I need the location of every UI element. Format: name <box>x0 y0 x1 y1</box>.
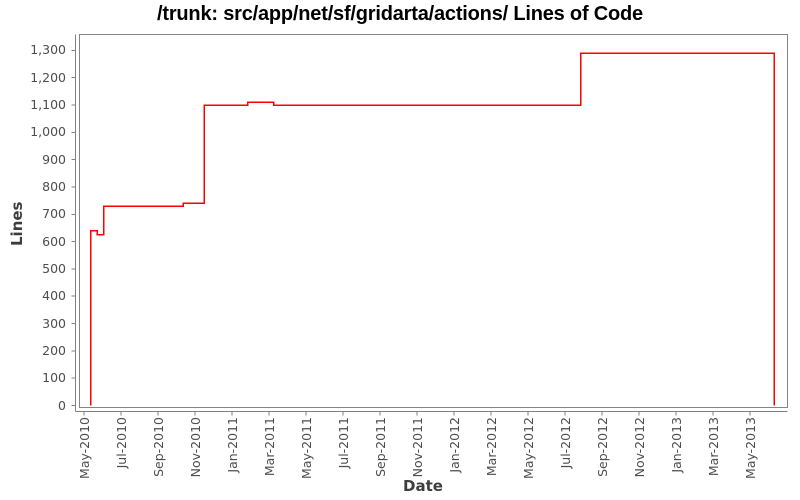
x-tick-label: Sep-2012 <box>594 417 610 477</box>
y-tick-label: 1,000 <box>30 124 66 140</box>
y-tick-label: 1,200 <box>30 69 66 85</box>
y-tick-label: 800 <box>42 178 66 194</box>
x-tick-label: Nov-2010 <box>187 417 203 478</box>
y-tick-label: 200 <box>42 342 66 358</box>
x-axis-title: Date <box>403 477 443 495</box>
x-tick-label: Nov-2012 <box>631 417 647 478</box>
y-tick-label: 1,100 <box>30 97 66 113</box>
chart-title: /trunk: src/app/net/sf/gridarta/actions/… <box>157 3 643 25</box>
x-tick-label: Sep-2011 <box>372 417 388 477</box>
x-tick-label: May-2012 <box>520 417 536 479</box>
x-tick-label: Jul-2011 <box>335 417 351 469</box>
y-tick-label: 1,300 <box>30 42 66 58</box>
x-tick-label: Sep-2010 <box>150 417 166 477</box>
y-tick-label: 400 <box>42 288 66 304</box>
x-tick-label: Jan-2012 <box>446 417 462 473</box>
x-tick-label: Mar-2011 <box>261 417 277 477</box>
x-tick-label: May-2013 <box>742 417 758 479</box>
y-tick-label: 700 <box>42 206 66 222</box>
y-tick-label: 600 <box>42 233 66 249</box>
y-tick-label: 0 <box>58 397 66 413</box>
y-tick-label: 100 <box>42 370 66 386</box>
x-tick-label: Jul-2012 <box>557 417 573 469</box>
y-axis-title: Lines <box>8 201 26 246</box>
x-tick-label: May-2011 <box>298 417 314 479</box>
x-tick-label: Jul-2010 <box>113 417 129 469</box>
series-line <box>89 52 775 406</box>
x-tick-label: May-2010 <box>76 417 92 479</box>
y-tick-label: 900 <box>42 151 66 167</box>
x-tick-label: Jan-2013 <box>668 417 684 473</box>
x-tick-label: Nov-2011 <box>409 417 425 478</box>
x-tick-label: Jan-2011 <box>224 417 240 473</box>
x-tick-label: Mar-2012 <box>483 417 499 477</box>
y-tick-label: 500 <box>42 260 66 276</box>
y-tick-label: 300 <box>42 315 66 331</box>
x-tick-label: Mar-2013 <box>705 417 721 477</box>
